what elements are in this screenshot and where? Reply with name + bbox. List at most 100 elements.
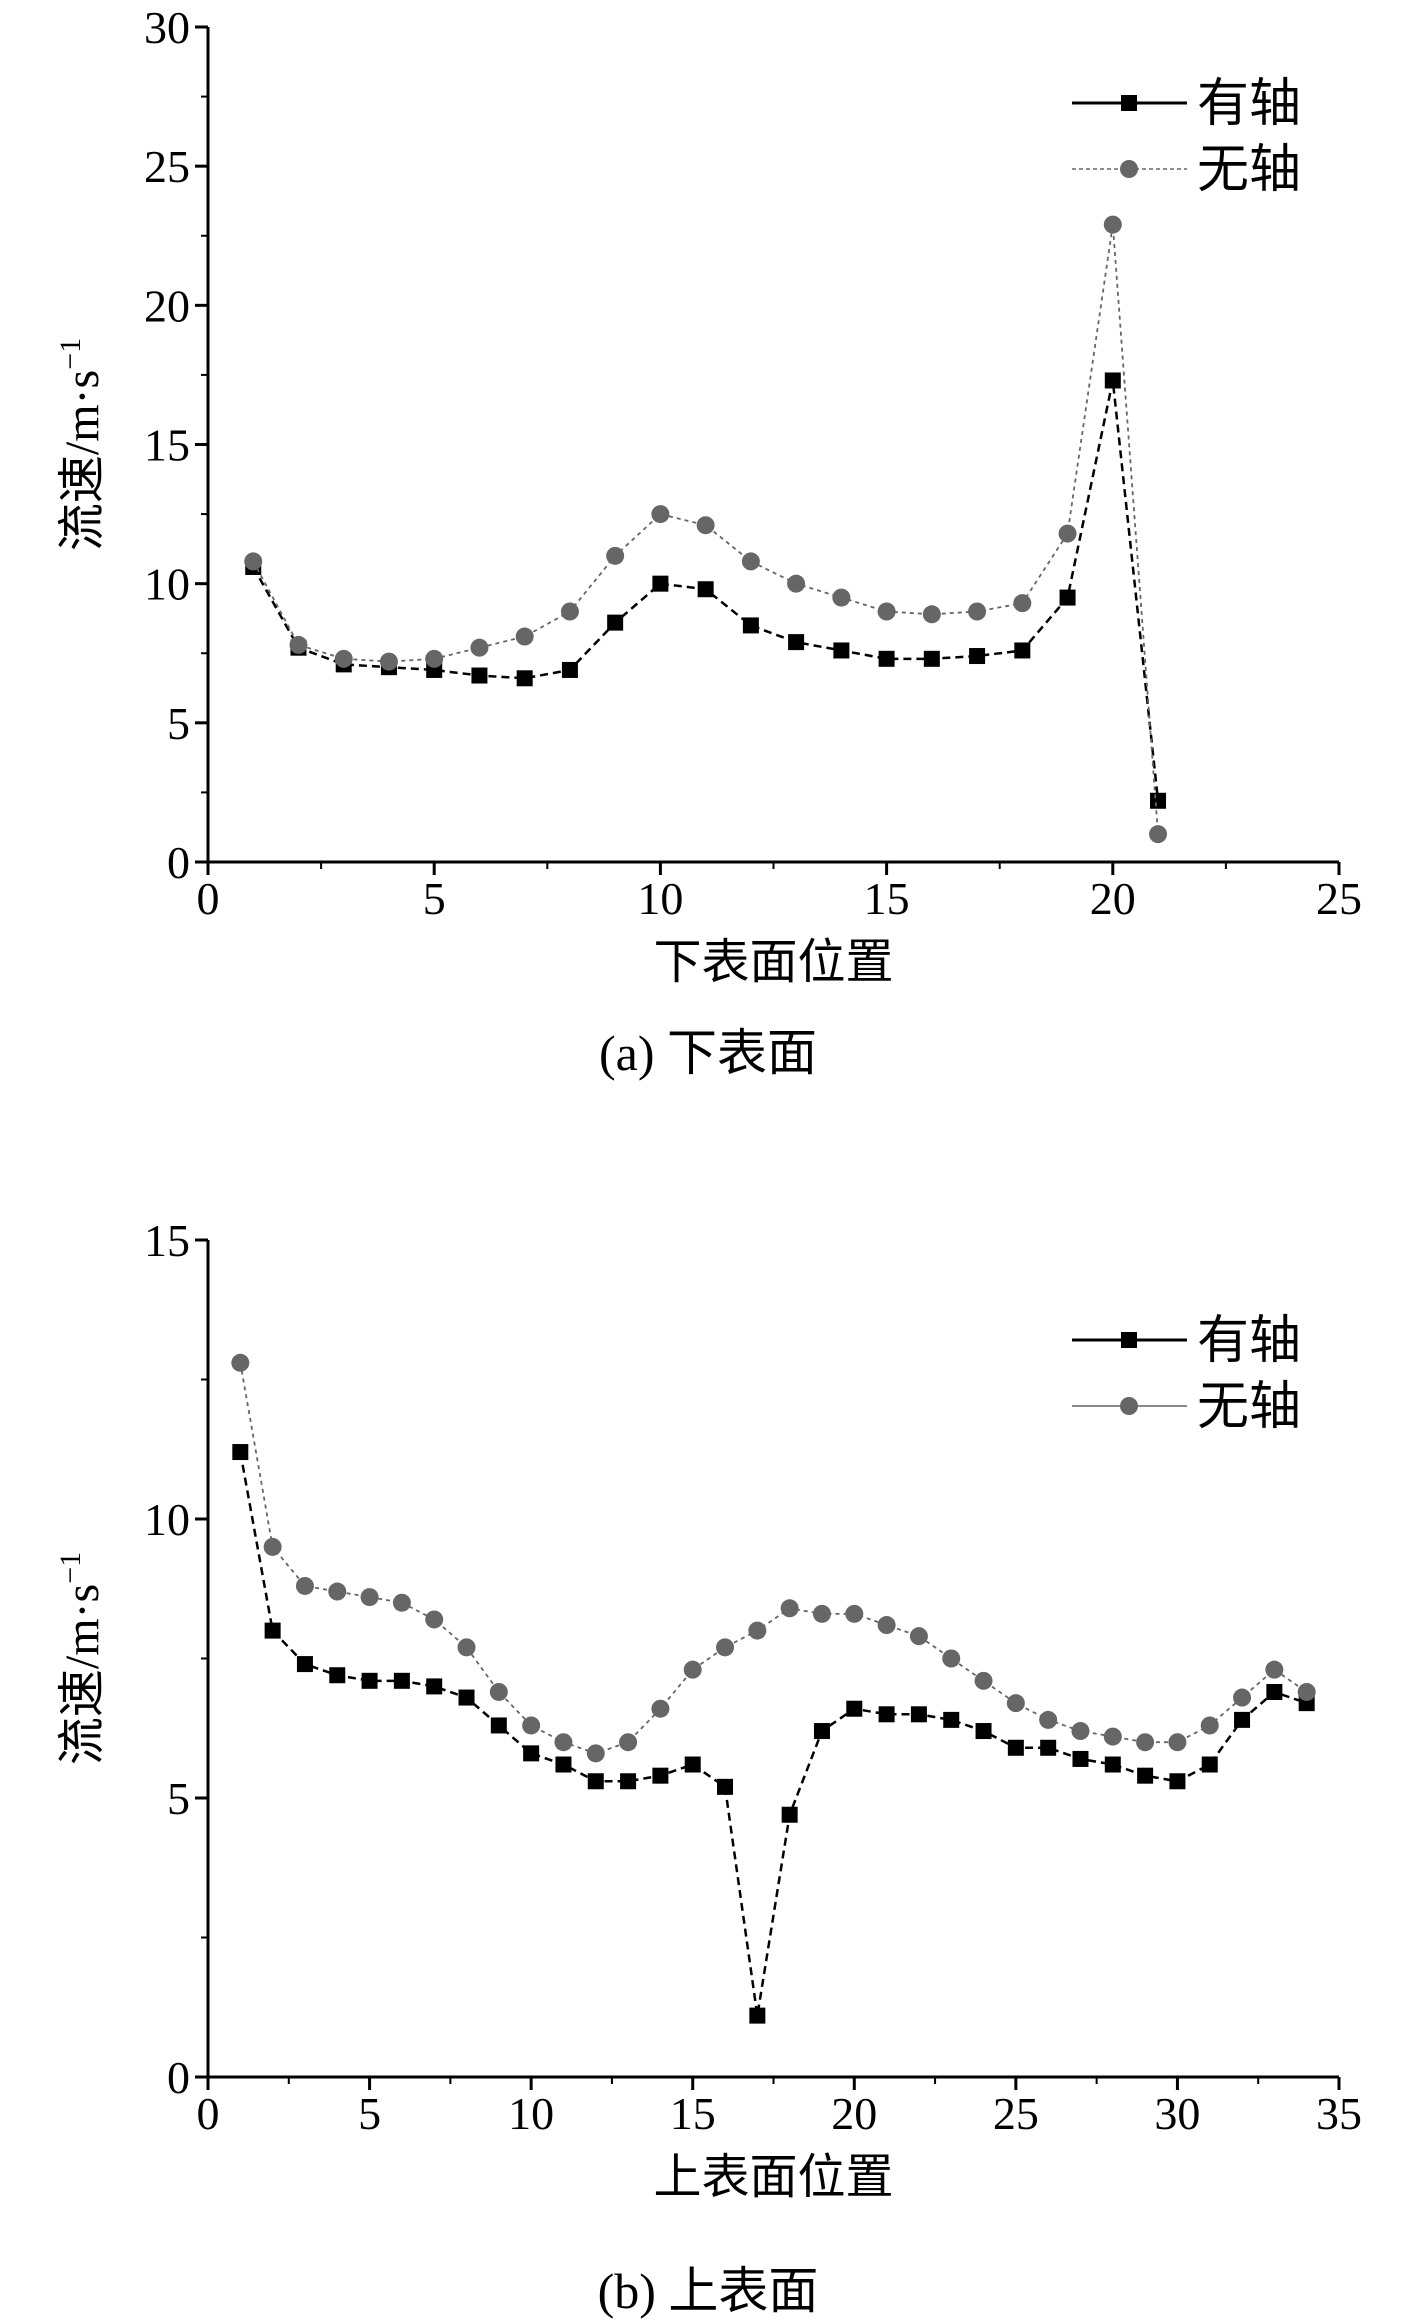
data-point-circle [619,1733,638,1752]
x-tick-label: 0 [197,2088,220,2139]
data-point-circle [289,635,308,654]
data-point-circle [1103,1727,1122,1746]
y-tick-label: 10 [144,559,190,610]
data-point-square [923,650,940,667]
data-point-circle [716,1638,735,1657]
data-point-circle [586,1744,605,1763]
data-point-circle [1058,524,1077,543]
data-point-square [426,1678,443,1695]
data-point-circle [392,1593,411,1612]
data-point-square [471,667,488,684]
data-point-circle [942,1649,961,1668]
data-point-square [607,614,624,631]
data-point-square [742,617,759,634]
data-point-square [1104,1756,1121,1773]
legend-marker-square [1121,1332,1137,1348]
data-point-circle [470,638,489,657]
y-axis-title: 流速/m·s−1 [54,1552,109,1765]
data-point-square [910,1706,927,1723]
y-tick-label: 5 [167,1773,190,1824]
data-point-circle [425,649,444,668]
data-point-circle [1039,1710,1058,1729]
y-axis-title-text: 流速/m·s [56,370,109,551]
data-point-circle [328,1582,347,1601]
y-tick-label: 0 [167,837,190,888]
data-point-square [943,1711,960,1728]
data-point-circle [651,1699,670,1718]
y-axis-title-superscript: −1 [54,338,87,370]
data-point-square [490,1717,507,1734]
y-tick-label: 30 [144,2,190,53]
data-point-square [1266,1683,1283,1700]
data-point-circle [425,1610,444,1629]
data-point-circle [780,1599,799,1618]
data-point-circle [748,1621,767,1640]
legend-label: 无轴 [1197,142,1301,199]
data-point-circle [522,1716,541,1735]
y-tick-label: 20 [144,280,190,331]
data-point-square [717,1778,734,1795]
data-point-circle [1136,1733,1155,1752]
data-point-circle [560,602,579,621]
data-point-circle [696,516,715,535]
legend-marker-square [1121,95,1137,111]
data-point-circle [909,1627,928,1646]
data-point-square [561,661,578,678]
data-point-square [329,1667,346,1684]
data-point-circle [1200,1716,1219,1735]
data-point-square [684,1756,701,1773]
data-point-circle [877,1616,896,1635]
data-point-circle [1168,1733,1187,1752]
data-point-circle [606,546,625,565]
data-point-square [232,1444,249,1461]
data-point-circle [1006,1694,1025,1713]
data-point-square [516,670,533,687]
data-point-square [1104,372,1121,389]
data-point-square [1201,1756,1218,1773]
data-point-circle [787,574,806,593]
x-axis-title: 上表面位置 [653,2151,893,2204]
x-tick-label: 10 [637,873,683,924]
data-point-circle [295,1576,314,1595]
y-axis-title: 流速/m·s−1 [54,338,109,551]
data-point-square [781,1806,798,1823]
data-point-square [652,575,669,592]
y-tick-label: 15 [144,1215,190,1266]
data-point-square [969,648,986,665]
data-point-square [523,1745,540,1762]
data-point-circle [974,1671,993,1690]
series-line-no-shaft [252,224,1159,835]
x-tick-label: 5 [423,873,446,924]
data-point-square [652,1767,669,1784]
data-point-square [975,1723,992,1740]
data-point-square [1059,589,1076,606]
data-point-square [878,1706,895,1723]
data-point-circle [968,602,987,621]
y-axis-title-text: 流速/m·s [56,1584,109,1765]
data-point-square [264,1622,281,1639]
x-tick-label: 25 [993,2088,1039,2139]
x-axis-title: 下表面位置 [653,936,893,989]
data-point-circle [1013,594,1032,613]
data-point-circle [1149,825,1168,844]
data-point-circle [515,627,534,646]
data-point-square [620,1773,637,1790]
data-point-square [1169,1773,1186,1790]
data-point-square [458,1689,475,1706]
data-point-square [587,1773,604,1790]
data-point-circle [651,505,670,524]
data-point-circle [832,588,851,607]
y-tick-label: 10 [144,1494,190,1545]
y-tick-label: 15 [144,420,190,471]
data-point-square [846,1700,863,1717]
y-tick-label: 25 [144,141,190,192]
x-tick-label: 35 [1316,2088,1362,2139]
x-tick-label: 20 [1090,873,1136,924]
data-point-square [1150,792,1167,809]
data-point-square [1234,1711,1251,1728]
legend-marker-circle [1120,160,1138,178]
x-tick-label: 15 [864,873,910,924]
data-point-circle [244,552,263,571]
